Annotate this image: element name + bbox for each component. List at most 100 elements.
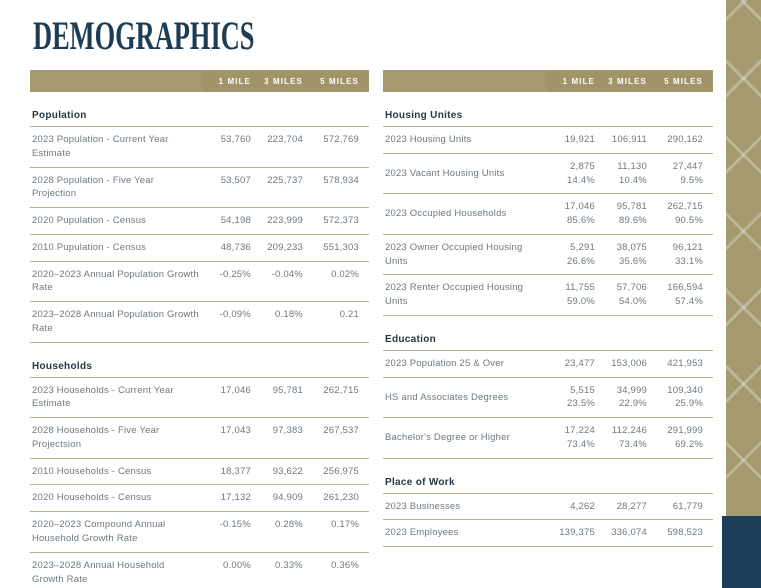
cell-value: -0.25% <box>202 261 255 303</box>
cell-value: 11,755 59.0% <box>546 274 599 316</box>
cell-percent: 69.2% <box>675 438 703 450</box>
cell-value: 95,781 <box>254 377 307 419</box>
column-header-1-mile: 1 MILE <box>547 70 599 92</box>
row-label: 2020–2023 Compound Annual Household Grow… <box>30 511 203 553</box>
row-label: 2023 Occupied Households <box>383 193 547 235</box>
section-table: Place of Work 2023 Businesses 4,262 28,277 6… <box>383 471 713 548</box>
table-row: 2023 Population 25 & Over 23,477 153,006 42… <box>383 350 713 378</box>
table-row: HS and Associates Degrees 5,515 23.5% 34,99… <box>383 377 713 419</box>
section-title: Households <box>30 355 369 378</box>
cell-value: 421,953 <box>650 350 713 378</box>
table-row: 2010 Pupulation - Census 48,736 209,233 551… <box>30 234 369 262</box>
cell-value: 0.33% <box>254 552 307 588</box>
cell-percent: 14.4% <box>567 174 595 186</box>
table-row: 2020 Pupulation - Census 54,198 223,999 572… <box>30 207 369 235</box>
cell-value: 4,262 <box>546 493 599 521</box>
cell-value: 95,781 89.6% <box>598 193 651 235</box>
table-row: 2023 Occupied Households 17,046 85.6% 95,78… <box>383 193 713 235</box>
cell-percent: 73.4% <box>619 438 647 450</box>
row-label: 2023–2028 Annual Population Growth Rate <box>30 301 203 343</box>
cell-percent: 25.9% <box>675 398 703 410</box>
table-row: 2020 Households - Census 17,132 94,909 261,… <box>30 484 369 513</box>
table-row: 2010 Households - Census 18,377 93,622 256,… <box>30 458 369 486</box>
section-table: Households 2023 Households - Current Year… <box>30 355 369 588</box>
cell-value: 48,736 <box>202 234 255 262</box>
table-row: 2023 Businesses 4,262 28,277 61,779 <box>383 493 713 521</box>
table-row: 2023 Housing Units 19,921 106,911 290,162 <box>383 126 713 154</box>
cell-percent: 57.4% <box>675 296 703 308</box>
cell-percent: 33.1% <box>675 255 703 267</box>
row-label: 2028 Population - Five Year Projection <box>30 167 203 209</box>
row-label: 2010 Households - Census <box>30 458 203 486</box>
table-row: 2023 Owner Occupied Housing Units 5,291 26… <box>383 234 713 276</box>
cell-value: 94,909 <box>254 484 307 513</box>
section-header-row: Population <box>30 105 369 127</box>
cell-value: 0.17% <box>306 511 369 553</box>
row-label: 2020–2023 Annual Population Growth Rate <box>30 261 203 303</box>
row-label: 2023 Population 25 & Over <box>383 350 547 378</box>
column-header-3-miles: 3 MILES <box>599 70 651 92</box>
cell-value: -0.04% <box>254 261 307 303</box>
cell-value: 223,704 <box>254 126 307 168</box>
table-row: 2028 Households - Five Year Projectsion 1… <box>30 417 369 459</box>
cell-value: 598,523 <box>650 519 713 548</box>
row-label: 2023 Population - Current Year Estimate <box>30 126 203 168</box>
cell-value: 225,737 <box>254 167 307 209</box>
miles-header-band: 1 MILE 3 MILES 5 MILES <box>383 70 713 92</box>
table-row: 2023 Households - Current Year Estimate 1… <box>30 377 369 419</box>
cell-value: 53,507 <box>202 167 255 209</box>
row-label: Bachelor's Degree or Higher <box>383 417 547 459</box>
cell-value: 267,537 <box>306 417 369 459</box>
cell-percent: 89.6% <box>619 215 647 227</box>
cell-value: 17,043 <box>202 417 255 459</box>
cell-value: 17,132 <box>202 484 255 513</box>
row-label: 2023 Businesses <box>383 493 547 521</box>
cell-value: 34,999 22.9% <box>598 377 651 419</box>
table-row: Bachelor's Degree or Higher 17,224 73.4% 11… <box>383 417 713 459</box>
cell-value: 139,375 <box>546 519 599 548</box>
cell-percent: 73.4% <box>567 438 595 450</box>
cell-value: 106,911 <box>598 126 651 154</box>
cell-percent: 23.5% <box>567 398 595 410</box>
row-label: HS and Associates Degrees <box>383 377 547 419</box>
table-row: 2023 Renter Occupied Housing Units 11,755… <box>383 274 713 316</box>
left-table-column: 1 MILE 3 MILES 5 MILES Population 2023 Popul… <box>30 70 369 588</box>
cell-value: 572,769 <box>306 126 369 168</box>
row-label: 2020 Households - Census <box>30 484 203 513</box>
cell-value: 23,477 <box>546 350 599 378</box>
cell-value: 93,622 <box>254 458 307 486</box>
cell-value: 17,046 <box>202 377 255 419</box>
cell-value: 11,130 10.4% <box>598 153 651 195</box>
miles-header-row: 1 MILE 3 MILES 5 MILES <box>383 70 713 92</box>
cell-value: 0.28% <box>254 511 307 553</box>
row-label: 2023 Households - Current Year Estimate <box>30 377 203 419</box>
cell-value: 0.18% <box>254 301 307 343</box>
gold-diamond-pattern-strip <box>726 0 761 517</box>
table-row: 2023–2028 Annual Household Growth Rate 0.… <box>30 552 369 588</box>
row-label: 2023 Owner Occupied Housing Units <box>383 234 547 276</box>
table-row: 2023–2028 Annual Population Growth Rate -… <box>30 301 369 343</box>
cell-percent: 10.4% <box>619 174 647 186</box>
cell-percent: 9.5% <box>680 174 703 186</box>
section-table: Population 2023 Population - Current Year… <box>30 105 369 343</box>
cell-value: 0.00% <box>202 552 255 588</box>
cell-value: 572,373 <box>306 207 369 235</box>
cell-value: 109,340 25.9% <box>650 377 713 419</box>
cell-value: -0.15% <box>202 511 255 553</box>
cell-value: 17,224 73.4% <box>546 417 599 459</box>
cell-percent: 90.5% <box>675 215 703 227</box>
cell-value: 61,779 <box>650 493 713 521</box>
cell-value: 578,934 <box>306 167 369 209</box>
row-label: 2023 Employees <box>383 519 547 548</box>
column-header-3-miles: 3 MILES <box>255 70 307 92</box>
section-header-row: Place of Work <box>383 471 713 494</box>
table-row: 2023 Vacant Housing Units 2,875 14.4% 11,13… <box>383 153 713 195</box>
row-label: 2023 Vacant Housing Units <box>383 153 547 195</box>
cell-value: 38,075 35.6% <box>598 234 651 276</box>
cell-value: 262,715 <box>306 377 369 419</box>
cell-value: 0.02% <box>306 261 369 303</box>
navy-corner-block <box>722 516 761 588</box>
cell-value: 551,303 <box>306 234 369 262</box>
cell-value: 5,291 26.6% <box>546 234 599 276</box>
